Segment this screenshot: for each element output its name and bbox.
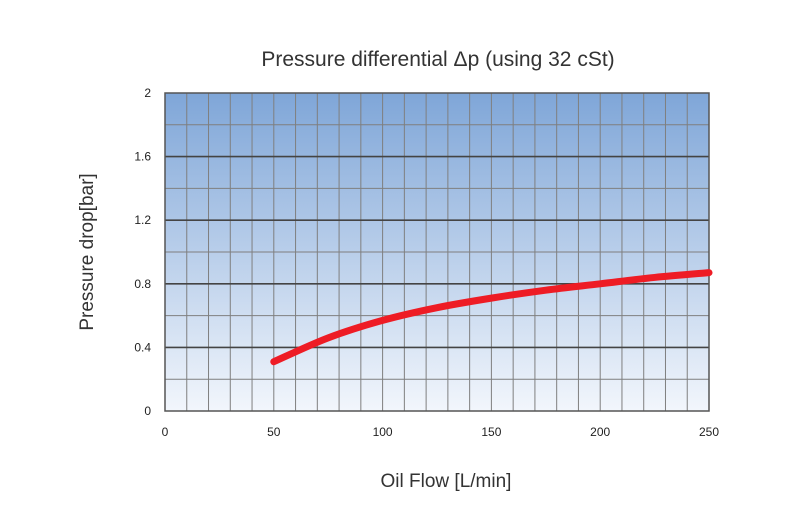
x-tick-label: 0	[162, 425, 169, 439]
y-tick-label: 1.2	[134, 213, 151, 227]
series-layer	[270, 269, 713, 366]
grid-lines	[165, 93, 709, 411]
x-tick-label: 150	[481, 425, 501, 439]
chart-title: Pressure differential Δp (using 32 cSt)	[261, 48, 614, 71]
series-line	[270, 269, 713, 366]
x-tick-label: 200	[590, 425, 610, 439]
x-tick-label: 50	[267, 425, 281, 439]
x-axis-title: Oil Flow [L/min]	[381, 471, 512, 492]
x-tick-label: 250	[699, 425, 719, 439]
plot-frame	[164, 92, 710, 412]
y-tick-label: 0.8	[134, 277, 151, 291]
y-axis-title: Pressure drop[bar]	[77, 173, 98, 330]
y-tick-label: 2	[144, 86, 151, 100]
x-tick-label: 100	[373, 425, 393, 439]
tick-labels: 0 50 100 150 200 250 0 0.4 0.8 1.2 1.6 2	[134, 86, 719, 439]
y-tick-label: 0.4	[134, 340, 151, 354]
y-tick-label: 0	[144, 404, 151, 418]
y-tick-label: 1.6	[134, 150, 151, 164]
